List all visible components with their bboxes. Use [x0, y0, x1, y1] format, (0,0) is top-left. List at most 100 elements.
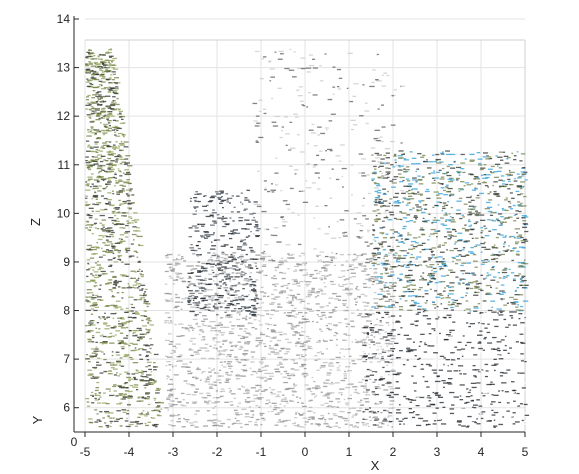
point	[402, 225, 407, 228]
point	[326, 327, 330, 330]
point	[110, 160, 115, 162]
point	[200, 357, 206, 359]
point	[112, 154, 114, 156]
point	[98, 426, 103, 428]
point	[200, 283, 203, 285]
point	[327, 98, 333, 101]
point	[355, 422, 360, 424]
point	[175, 310, 180, 312]
point	[195, 388, 199, 390]
point	[508, 170, 511, 172]
point	[307, 400, 312, 402]
point	[446, 274, 450, 276]
point	[115, 108, 120, 110]
point	[136, 227, 140, 229]
point	[448, 378, 453, 380]
point	[381, 172, 384, 174]
point	[299, 151, 305, 153]
point	[464, 229, 470, 231]
point	[208, 371, 212, 373]
point	[300, 327, 303, 329]
point	[442, 290, 446, 292]
point	[415, 180, 418, 182]
point	[259, 291, 265, 293]
point	[473, 322, 478, 324]
point	[255, 235, 260, 238]
point	[181, 256, 184, 258]
point	[452, 422, 455, 424]
point	[220, 262, 225, 264]
point	[326, 305, 329, 307]
point	[135, 421, 139, 424]
point	[322, 395, 328, 397]
point	[102, 169, 105, 172]
point	[351, 341, 354, 343]
point	[86, 221, 89, 223]
point	[107, 107, 111, 109]
point	[387, 415, 392, 417]
point	[508, 184, 514, 186]
region-center-ground	[164, 252, 398, 429]
point	[399, 404, 401, 406]
point	[194, 199, 197, 202]
point	[440, 187, 445, 189]
point	[198, 301, 200, 303]
point	[146, 374, 151, 376]
point	[101, 177, 105, 180]
point	[194, 313, 199, 316]
point	[173, 264, 178, 266]
point	[427, 281, 432, 284]
point	[110, 304, 116, 306]
point	[102, 110, 106, 112]
point	[224, 262, 229, 264]
point	[197, 200, 201, 203]
point	[225, 258, 228, 260]
point	[119, 175, 123, 177]
point	[442, 297, 445, 299]
point	[258, 307, 262, 309]
point	[279, 136, 283, 139]
point	[262, 358, 266, 360]
point	[433, 232, 438, 234]
point	[102, 273, 108, 275]
region-right-ground	[362, 310, 530, 429]
point	[390, 236, 396, 239]
point	[471, 386, 477, 389]
point	[427, 403, 430, 405]
point	[378, 333, 381, 335]
point	[106, 336, 111, 338]
point	[351, 407, 357, 409]
point	[99, 396, 102, 398]
point	[105, 251, 109, 253]
point	[236, 303, 240, 305]
point	[156, 387, 160, 390]
point	[364, 338, 367, 340]
point	[507, 200, 511, 203]
point	[520, 236, 524, 239]
point	[133, 299, 138, 301]
point	[300, 252, 305, 254]
point	[180, 257, 184, 260]
point	[342, 283, 346, 286]
point	[101, 100, 105, 102]
point	[98, 256, 103, 258]
point	[230, 255, 236, 257]
point	[316, 255, 319, 258]
point	[103, 353, 106, 355]
point	[481, 352, 484, 354]
point	[107, 416, 110, 418]
point	[267, 328, 269, 330]
point	[99, 342, 103, 344]
point	[307, 337, 312, 340]
point	[446, 249, 448, 251]
point	[186, 402, 189, 404]
point	[467, 394, 471, 396]
point	[195, 285, 198, 288]
point	[353, 266, 359, 269]
point	[387, 167, 391, 170]
point	[106, 241, 113, 243]
point	[465, 284, 470, 286]
point	[485, 293, 490, 295]
point	[372, 69, 376, 71]
point	[238, 220, 243, 222]
